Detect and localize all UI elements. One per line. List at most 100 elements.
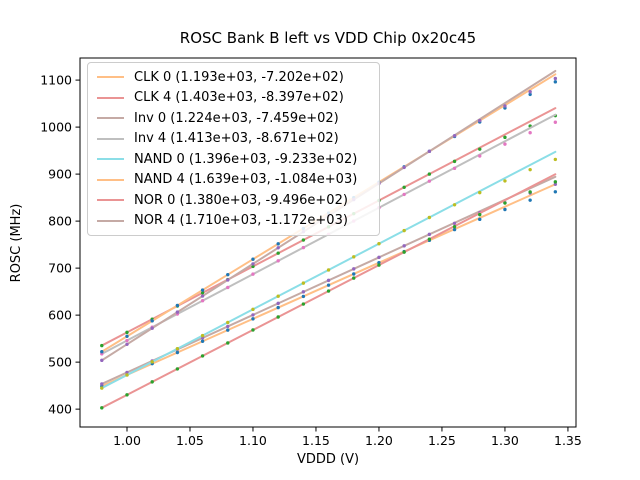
data-point [150,319,154,323]
data-point [125,373,129,377]
data-point [503,142,507,146]
data-point [251,272,255,276]
legend-swatch [97,178,124,181]
data-point [528,167,532,172]
data-point [301,294,306,299]
data-point [377,242,381,246]
data-point [452,166,457,171]
data-point [402,244,406,248]
data-point [402,250,406,254]
series-nor-0 [100,173,558,410]
data-point [452,221,457,226]
data-point [251,257,255,261]
axes-frame [79,57,577,428]
data-point [200,354,205,358]
data-point [100,382,104,386]
data-point [200,333,205,338]
data-point [175,303,180,308]
data-point [528,130,532,135]
data-point [100,343,104,348]
data-point [553,80,558,84]
legend-item-clk-0: CLK 0 (1.193e+03, -7.202e+02) [97,67,370,87]
data-point [503,179,507,183]
data-point [503,207,507,212]
legend-swatch [97,117,124,120]
data-point [125,334,129,338]
data-point [427,237,432,241]
data-point [427,215,432,220]
data-point [276,301,280,306]
data-point [226,272,230,277]
data-point [175,310,180,314]
series-nand-0 [100,150,558,390]
data-point [553,180,558,184]
y-tick-label: 500 [48,355,72,370]
data-point [301,281,306,285]
data-point [503,104,507,108]
data-point [326,283,331,287]
legend-item-clk-4: CLK 4 (1.403e+03, -8.397e+02) [97,88,370,108]
data-point [251,307,255,312]
legend-item-inv-0: Inv 0 (1.224e+03, -7.459e+02) [97,108,370,128]
y-tick-label: 1000 [40,120,72,135]
legend-label: NOR 4 (1.710e+03, -1.172e+03) [134,213,348,229]
legend-label: NAND 0 (1.396e+03, -9.233e+02) [134,151,358,167]
data-point [452,159,457,164]
data-point [402,165,406,170]
data-point [503,201,507,205]
y-tick-label: 700 [48,261,72,276]
data-point [377,255,381,260]
data-point [125,370,129,375]
data-point [276,251,280,255]
data-point [175,350,180,355]
data-point [452,203,457,207]
x-tick-label: 1.30 [491,433,519,448]
data-point [427,179,432,183]
data-point [226,320,230,325]
legend-item-nand-0: NAND 0 (1.396e+03, -9.233e+02) [97,149,370,169]
x-tick-label: 1.00 [113,433,141,448]
x-tick-label: 1.35 [554,433,582,448]
data-point [100,406,104,410]
data-point [301,302,306,306]
data-point [478,154,482,158]
axis-ticks: 1.00 1.05 1.10 1.15 1.20 1.25 1.30 1.35 400 500 60… [40,73,582,448]
data-point [553,157,558,162]
data-point [125,393,129,397]
legend-item-nor-4: NOR 4 (1.710e+03, -1.172e+03) [97,211,370,231]
legend-item-inv-4: Inv 4 (1.413e+03, -8.671e+02) [97,129,370,149]
x-tick-label: 1.15 [302,433,330,448]
data-point [402,228,406,233]
data-point [276,242,280,246]
data-point [251,262,255,266]
data-point [251,328,255,332]
data-point [427,172,432,176]
data-point [125,342,129,346]
data-point [503,135,507,140]
data-point [553,76,558,81]
data-point [478,118,482,123]
data-point [301,238,306,242]
y-tick-label: 600 [48,308,72,323]
legend-label: NOR 0 (1.380e+03, -9.496e+02) [134,192,348,208]
legend-label: Inv 0 (1.224e+03, -7.459e+02) [134,110,339,126]
data-point [352,255,356,259]
data-point [427,232,432,237]
data-point [175,367,180,371]
data-point [150,326,154,330]
legend-swatch [97,137,124,140]
data-point [528,190,532,194]
data-point [226,278,230,282]
data-point [276,305,280,310]
data-point [200,291,205,295]
data-point [150,380,154,384]
legend-swatch [97,199,124,202]
data-point [478,147,482,151]
data-point [301,290,306,294]
data-point [175,347,180,351]
data-point [377,263,381,267]
data-point [226,341,230,345]
data-point [528,90,532,94]
legend-swatch [97,96,124,99]
